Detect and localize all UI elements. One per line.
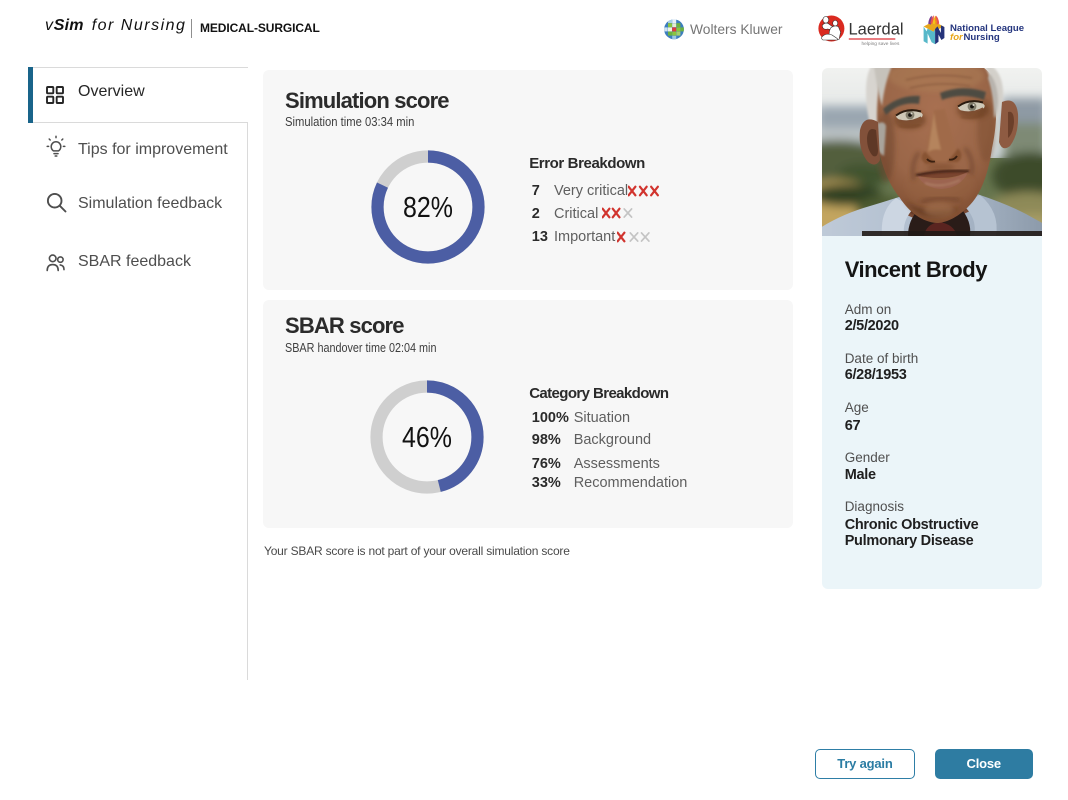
svg-text:helping save lives: helping save lives	[862, 41, 900, 47]
svg-text:Wolters Kluwer: Wolters Kluwer	[690, 22, 783, 37]
svg-text:for: for	[950, 32, 964, 43]
svg-text:Laerdal: Laerdal	[849, 21, 904, 39]
svg-text:Nursing: Nursing	[964, 32, 1000, 43]
svg-text:National League: National League	[950, 23, 1024, 34]
